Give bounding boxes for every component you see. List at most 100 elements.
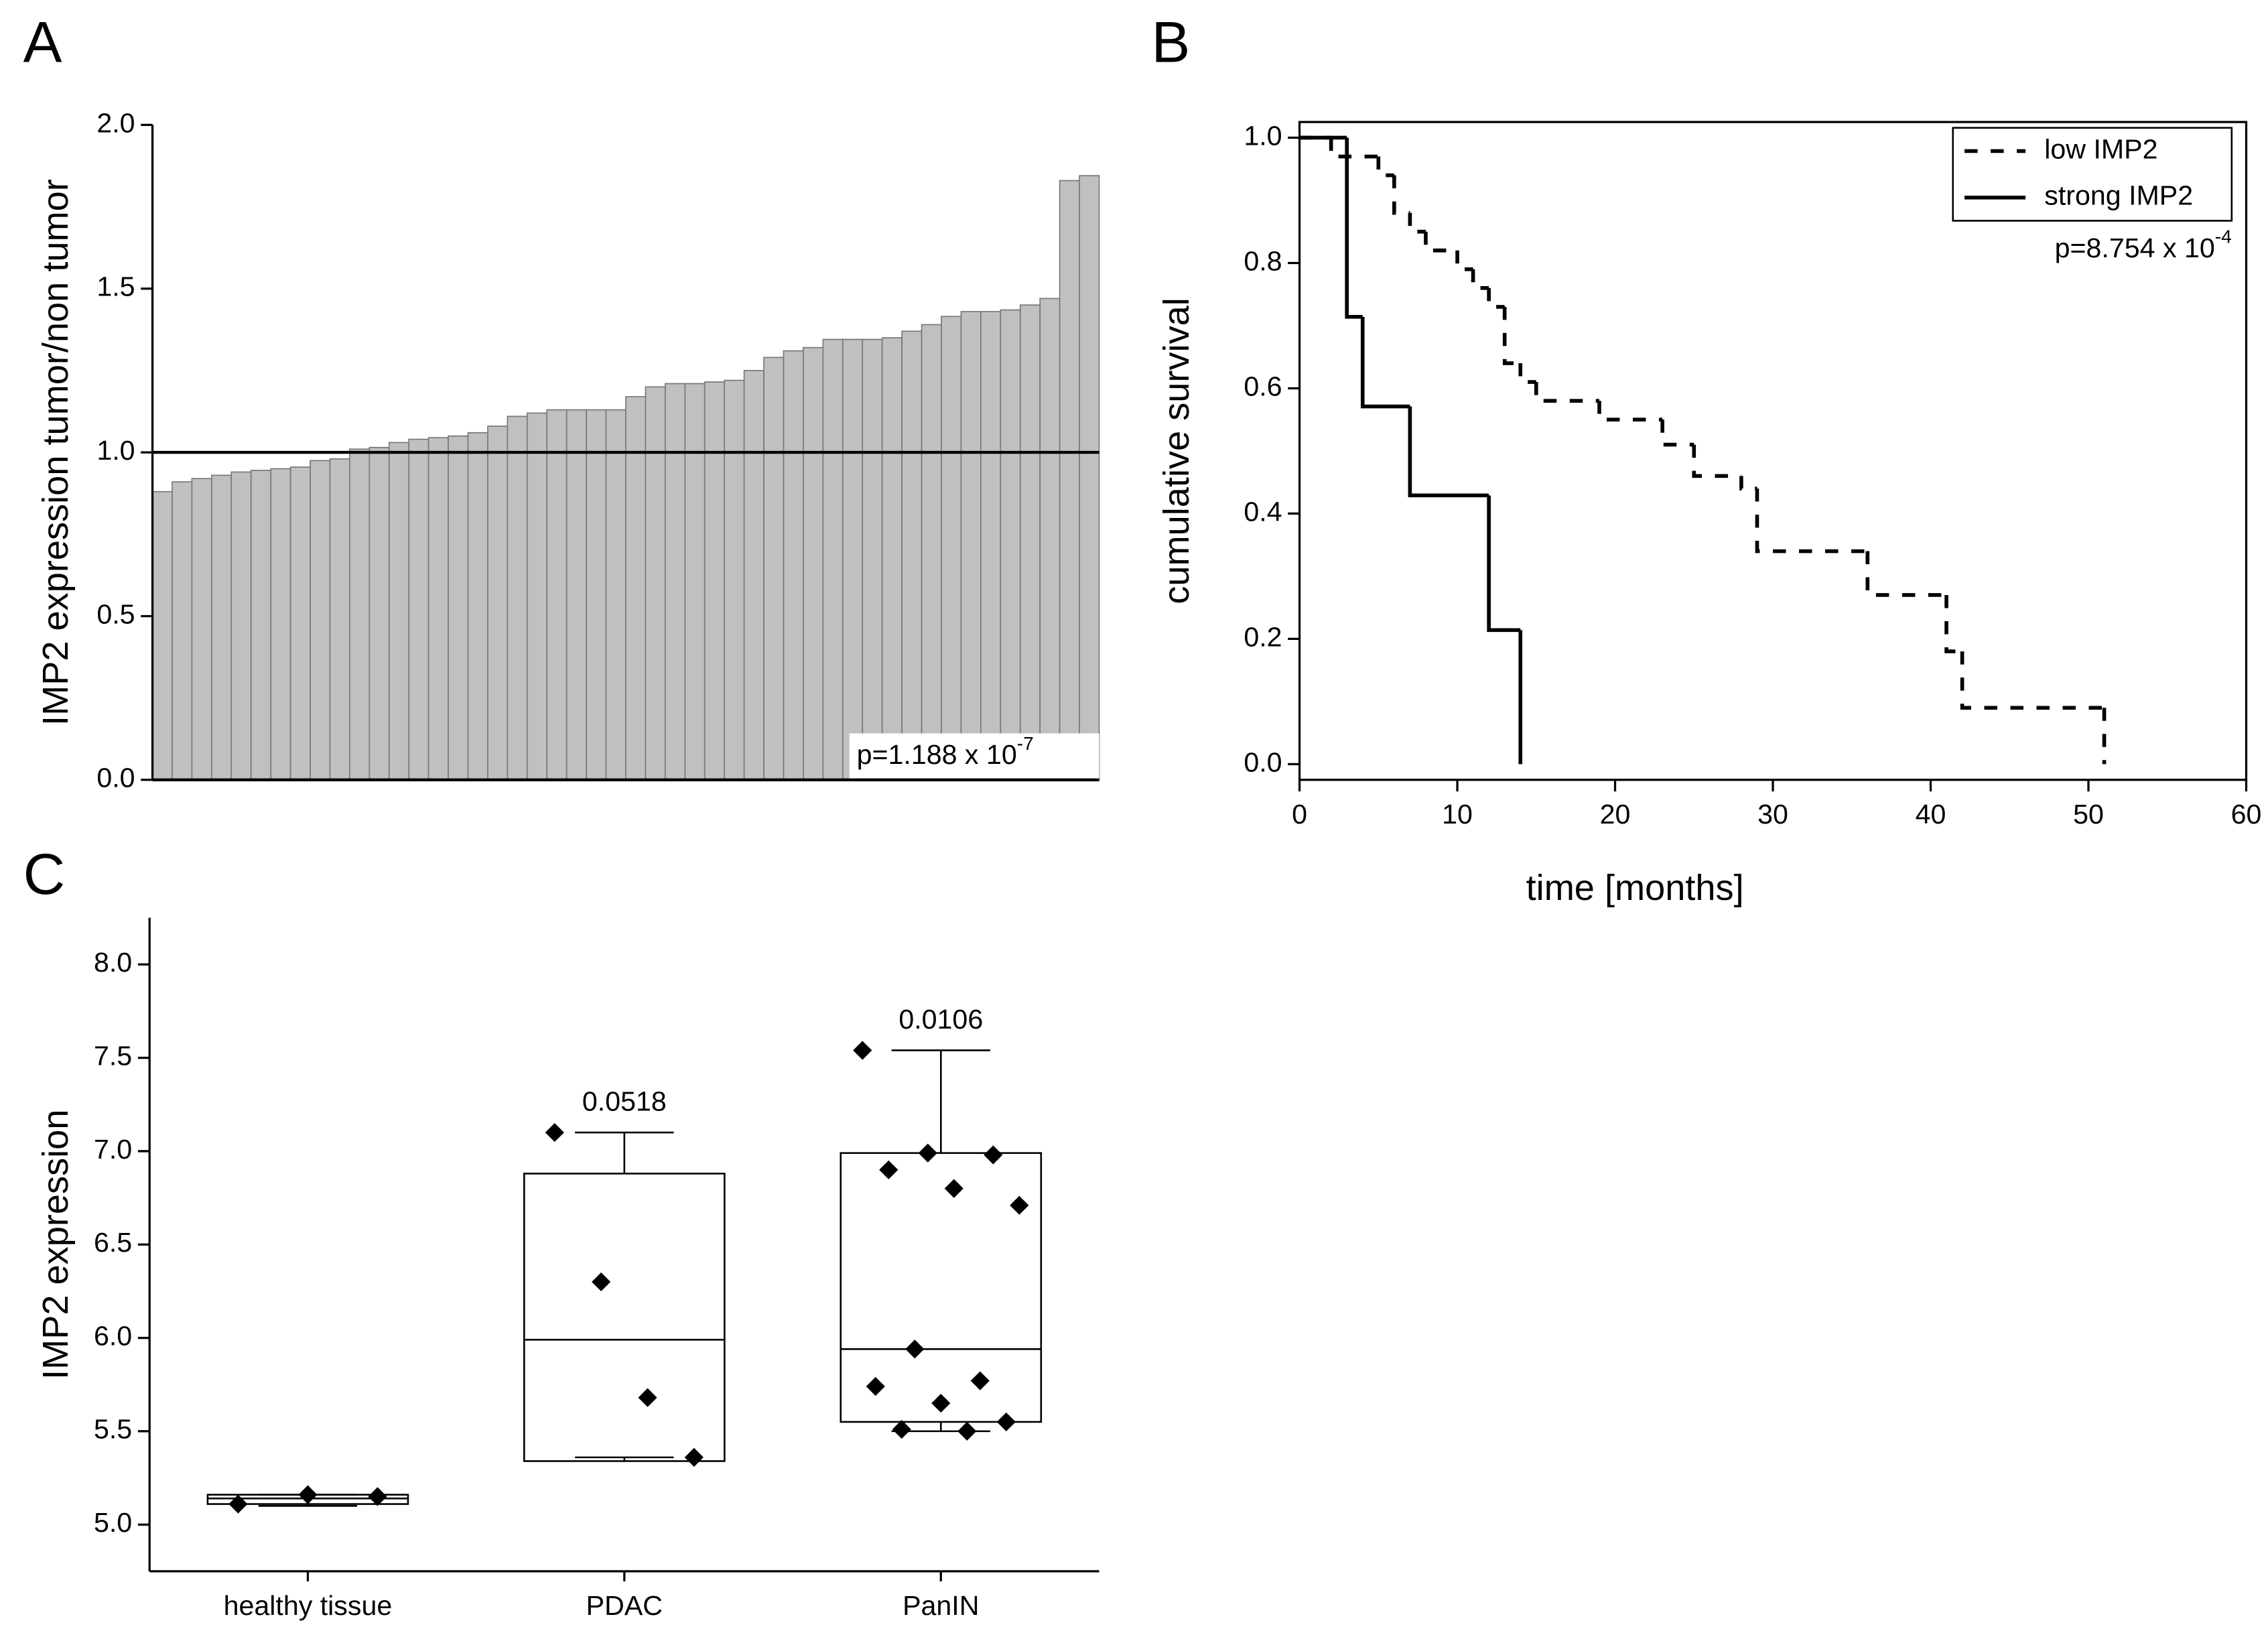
bar — [724, 379, 745, 781]
y-tick-label: 0.2 — [1244, 621, 1282, 652]
y-tick-label: 5.0 — [94, 1507, 132, 1538]
y-tick-label: 0.4 — [1244, 496, 1282, 527]
x-tick-label: healthy tissue — [224, 1590, 393, 1621]
data-point — [905, 1340, 925, 1359]
panel-letter: A — [23, 10, 62, 74]
bar — [842, 338, 864, 781]
survival-step — [1865, 551, 1947, 597]
survival-step — [1502, 306, 1521, 365]
bar — [605, 409, 626, 781]
bar — [881, 337, 903, 781]
survival-step — [1755, 488, 1868, 553]
x-tick-label: PanIN — [903, 1590, 979, 1621]
survival-step — [1739, 476, 1757, 491]
bar — [270, 468, 291, 781]
y-tick-label: 8.0 — [94, 947, 132, 978]
y-axis-label: IMP2 expression — [36, 1110, 76, 1380]
bar — [310, 460, 331, 781]
bar — [1039, 298, 1061, 781]
data-point — [228, 1494, 248, 1514]
y-axis-label: IMP2 expression tumor/non tumor — [36, 179, 76, 726]
annotation-superscript: -7 — [1017, 732, 1034, 754]
legend-label: strong IMP2 — [2044, 180, 2193, 211]
annotation-superscript: -4 — [2215, 226, 2232, 247]
bar — [526, 412, 548, 781]
data-point — [1010, 1195, 1029, 1215]
x-tick-label: 0 — [1292, 799, 1307, 830]
survival-step — [1487, 287, 1505, 309]
x-axis-label: time [months] — [1526, 868, 1744, 908]
bar — [625, 396, 647, 781]
survival-step — [1408, 406, 1489, 498]
data-point — [944, 1179, 963, 1198]
x-tick-label: 20 — [1600, 799, 1631, 830]
y-tick-label: 2.0 — [96, 107, 135, 138]
data-point — [931, 1393, 951, 1413]
bar — [369, 446, 390, 781]
bar — [349, 448, 371, 781]
data-point — [879, 1160, 898, 1179]
p-value-label: 0.0106 — [898, 1004, 983, 1035]
survival-step — [1487, 495, 1521, 633]
survival-step — [1424, 231, 1458, 253]
bar — [684, 383, 706, 781]
x-tick-label: 50 — [2073, 799, 2104, 830]
data-point — [298, 1485, 318, 1504]
bar — [743, 370, 764, 781]
y-tick-label: 7.5 — [94, 1040, 132, 1071]
x-tick-label: 40 — [1916, 799, 1946, 830]
bar — [822, 338, 844, 781]
data-point — [545, 1122, 564, 1142]
bar — [1079, 175, 1100, 781]
annotation: p=8.754 x 10-4 — [2055, 226, 2232, 263]
bar — [921, 324, 942, 781]
data-point — [996, 1412, 1016, 1432]
bar — [1019, 304, 1041, 781]
annotation-text: p=1.188 x 10 — [857, 739, 1017, 770]
survival-step — [1408, 212, 1426, 234]
box — [840, 1152, 1043, 1423]
annotation-bg — [849, 733, 1099, 779]
legend-box — [1952, 127, 2233, 222]
bar — [487, 426, 509, 781]
bar — [427, 437, 449, 781]
survival-step — [1534, 382, 1599, 403]
data-point — [918, 1143, 937, 1163]
bar — [665, 383, 686, 781]
legend-label: low IMP2 — [2044, 133, 2157, 164]
x-tick-label: 30 — [1757, 799, 1788, 830]
data-point — [866, 1376, 885, 1396]
data-point — [684, 1447, 704, 1467]
y-tick-label: 5.5 — [94, 1414, 132, 1445]
y-axis-label: cumulative survival — [1156, 298, 1197, 604]
survival-step — [1960, 651, 2105, 710]
y-tick-label: 0.0 — [1244, 746, 1282, 777]
bar — [329, 458, 350, 781]
survival-step — [1944, 594, 1962, 653]
survival-step — [1360, 316, 1410, 409]
survival-step — [1471, 269, 1489, 290]
bar — [586, 409, 607, 781]
survival-step — [1692, 444, 1741, 478]
bar — [980, 311, 1002, 781]
bar — [783, 350, 804, 781]
bar — [467, 432, 488, 781]
bar — [448, 435, 469, 781]
bar — [250, 470, 272, 781]
x-tick-label: 60 — [2231, 799, 2262, 830]
survival-step — [1376, 156, 1394, 178]
bar — [960, 311, 982, 781]
bar — [645, 386, 666, 781]
annotation-text: p=8.754 x 10 — [2055, 233, 2215, 263]
annotation: p=1.188 x 10-7 — [857, 732, 1034, 770]
bar — [230, 471, 252, 781]
bar — [941, 316, 962, 781]
data-point — [592, 1272, 611, 1292]
bar — [210, 474, 232, 781]
survival-step — [1597, 401, 1663, 422]
bar — [546, 409, 568, 781]
survival-step — [1329, 137, 1379, 159]
panel-letter: B — [1152, 10, 1191, 74]
bar — [763, 356, 785, 781]
panel-letter: C — [23, 842, 66, 907]
